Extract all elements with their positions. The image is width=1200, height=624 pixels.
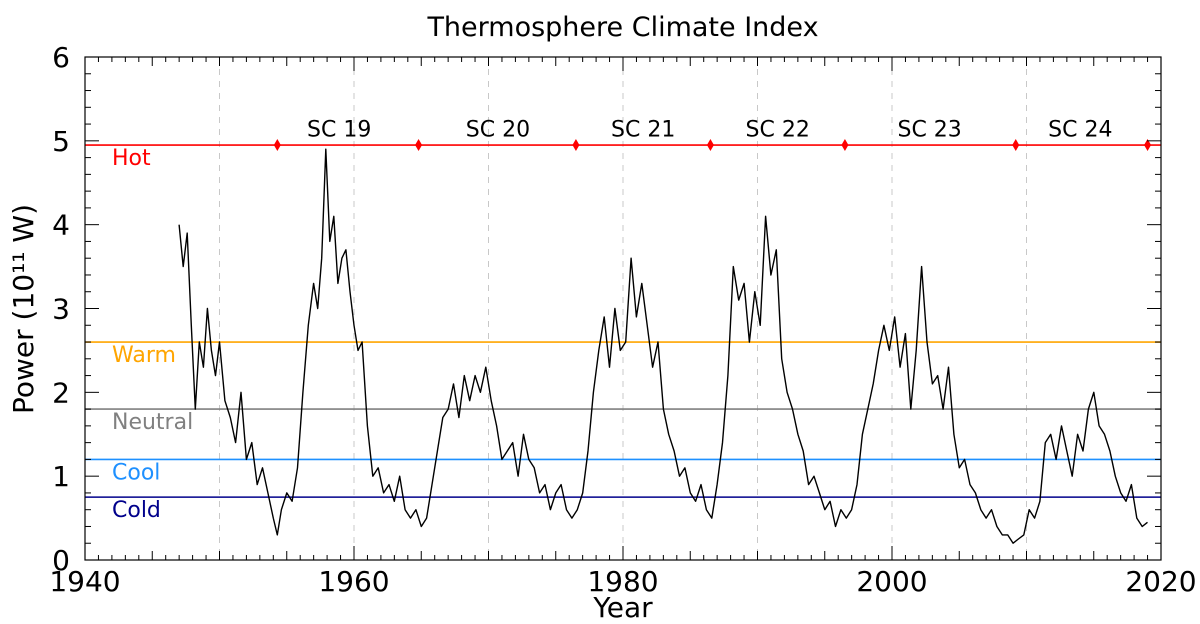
cycle-label: SC 21 [611, 117, 675, 142]
reference-label-neutral: Neutral [112, 410, 193, 435]
cycle-boundary-marker [273, 139, 281, 152]
reference-label-warm: Warm [112, 343, 176, 368]
y-axis-label: Power (10¹¹ W) [7, 204, 40, 414]
y-tick-label: 3 [52, 293, 70, 326]
axis-ticks: 1940 1960 1980 2000 2020 0 1 2 3 4 5 6 [49, 41, 1196, 598]
y-tick-label: 2 [52, 376, 70, 409]
x-axis-label: Year [592, 591, 653, 624]
cycle-label: SC 24 [1048, 117, 1112, 142]
reference-label-hot: Hot [112, 146, 151, 171]
x-tick-label: 2020 [1125, 565, 1196, 598]
cycle-boundary-marker [706, 139, 714, 152]
cycle-label: SC 19 [307, 117, 371, 142]
cycle-boundary-marker [415, 139, 423, 152]
cycle-markers: SC 19 SC 20 SC 21 SC 22 SC 23 SC 24 [273, 117, 1152, 152]
cycle-boundary-marker [841, 139, 849, 152]
cycle-label: SC 23 [897, 117, 961, 142]
reference-label-cold: Cold [112, 498, 161, 523]
cycle-label: SC 22 [746, 117, 810, 142]
reference-label-cool: Cool [112, 460, 160, 485]
cycle-boundary-marker [1144, 139, 1152, 152]
reference-lines: Hot Warm Neutral Cool Cold [85, 144, 1161, 523]
y-tick-label: 5 [52, 125, 70, 158]
x-tick-label: 2000 [856, 565, 927, 598]
cycle-label: SC 20 [466, 117, 530, 142]
cycle-boundary-marker [572, 139, 580, 152]
x-tick-label: 1980 [587, 565, 658, 598]
cycle-boundary-marker [1012, 139, 1020, 152]
series-group [178, 148, 1148, 544]
x-tick-label: 1940 [49, 565, 120, 598]
data-series-line [178, 148, 1148, 544]
chart-title: Thermosphere Climate Index [426, 12, 818, 43]
y-tick-label: 6 [52, 41, 70, 74]
y-tick-label: 1 [52, 460, 70, 493]
x-tick-label: 1960 [318, 565, 389, 598]
y-tick-label: 4 [52, 209, 70, 242]
y-tick-label: 0 [52, 544, 70, 577]
